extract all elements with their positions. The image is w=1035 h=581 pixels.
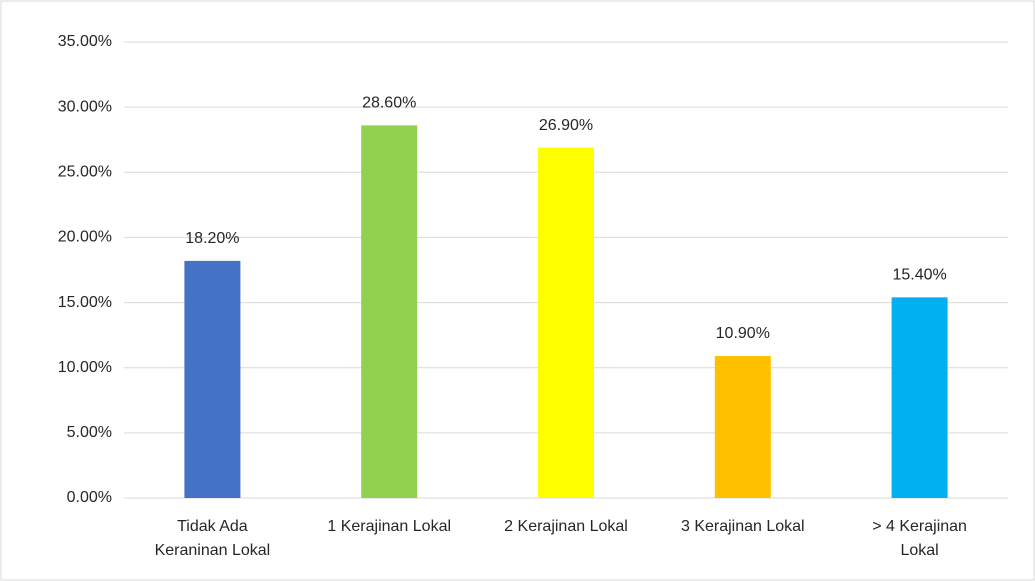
bar xyxy=(361,125,418,498)
y-tick-label: 35.00% xyxy=(58,33,112,50)
data-label: 15.40% xyxy=(892,267,946,284)
bar xyxy=(714,355,771,498)
x-tick-label: 2 Kerajinan Lokal xyxy=(504,518,628,535)
y-tick-label: 0.00% xyxy=(67,489,112,506)
x-tick-label: Tidak Ada xyxy=(177,518,248,535)
data-label: 28.60% xyxy=(362,95,416,112)
data-label: 10.90% xyxy=(716,325,770,342)
data-label: 26.90% xyxy=(539,117,593,134)
y-tick-label: 10.00% xyxy=(58,359,112,376)
bar xyxy=(538,147,594,498)
y-tick-label: 5.00% xyxy=(67,424,112,441)
x-tick-label: Lokal xyxy=(900,542,938,559)
data-label: 18.20% xyxy=(185,230,239,247)
x-tick-label: > 4 Kerajinan xyxy=(872,518,967,535)
y-tick-label: 25.00% xyxy=(58,164,112,181)
y-tick-label: 20.00% xyxy=(58,229,112,246)
bar xyxy=(184,260,241,498)
y-tick-label: 30.00% xyxy=(58,98,112,115)
bar xyxy=(891,297,948,498)
x-tick-label: Keraninan Lokal xyxy=(155,542,271,559)
x-tick-label: 3 Kerajinan Lokal xyxy=(681,518,805,535)
x-tick-label: 1 Kerajinan Lokal xyxy=(327,518,451,535)
y-tick-label: 15.00% xyxy=(58,294,112,311)
